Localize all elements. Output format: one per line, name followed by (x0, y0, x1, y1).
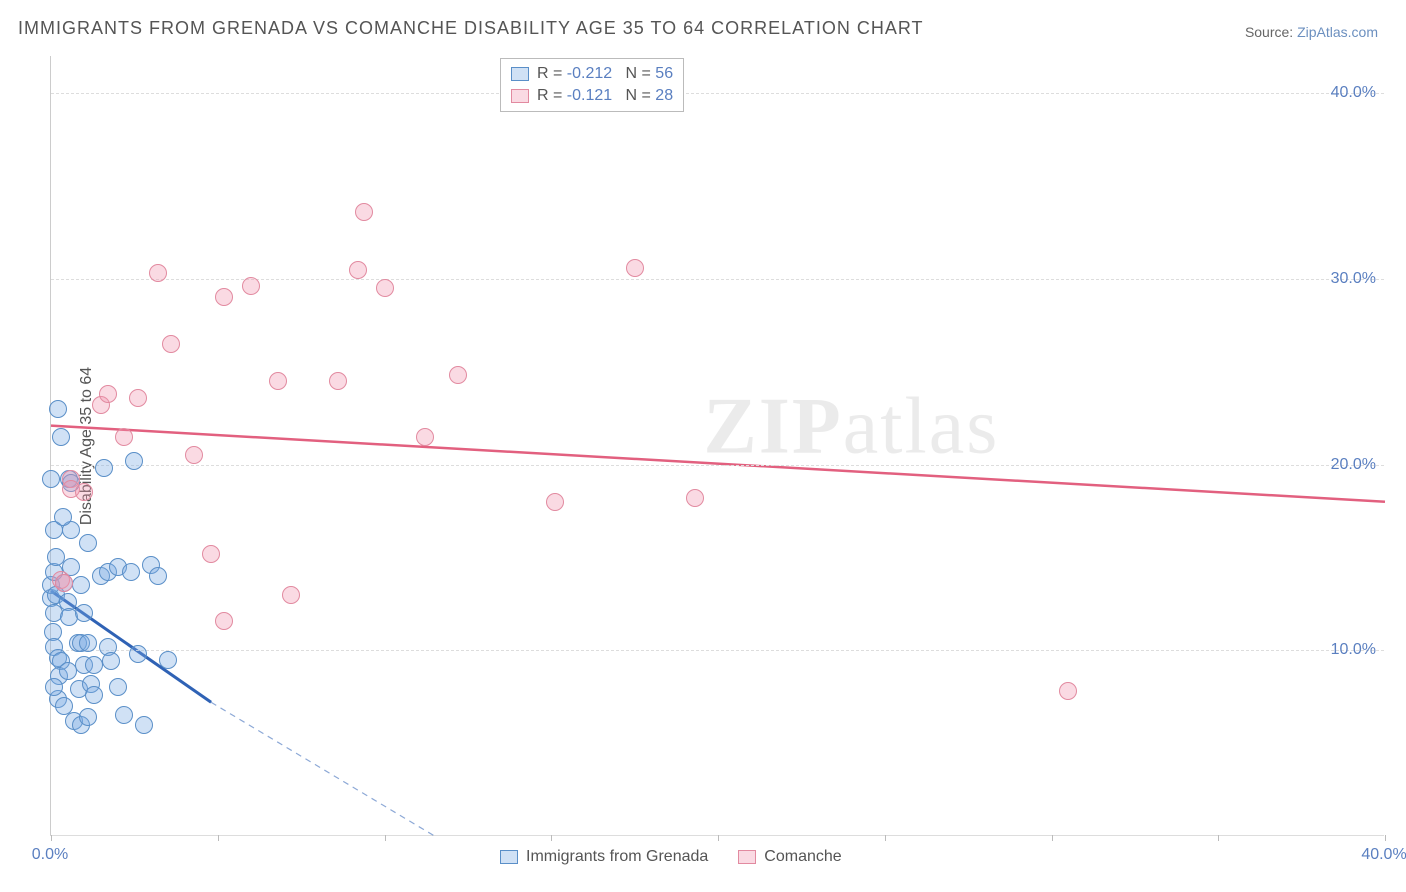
scatter-marker (55, 574, 73, 592)
scatter-marker (85, 656, 103, 674)
scatter-marker (202, 545, 220, 563)
scatter-marker (215, 288, 233, 306)
watermark: ZIPatlas (703, 382, 999, 473)
gridline-horizontal (51, 650, 1384, 651)
y-tick-label: 10.0% (1331, 641, 1376, 659)
scatter-marker (109, 678, 127, 696)
scatter-marker (95, 459, 113, 477)
legend-series-name: Comanche (764, 848, 841, 866)
scatter-marker (626, 259, 644, 277)
scatter-marker (546, 493, 564, 511)
scatter-marker (449, 366, 467, 384)
gridline-horizontal (51, 465, 1384, 466)
scatter-marker (149, 567, 167, 585)
scatter-marker (215, 612, 233, 630)
source-attribution: Source: ZipAtlas.com (1245, 24, 1378, 40)
scatter-marker (282, 586, 300, 604)
scatter-marker (54, 508, 72, 526)
scatter-marker (125, 452, 143, 470)
legend-swatch (511, 89, 529, 103)
scatter-marker (79, 534, 97, 552)
scatter-marker (102, 652, 120, 670)
watermark-light: atlas (843, 383, 1000, 471)
scatter-plot-area: ZIPatlas 10.0% 20.0% 30.0% 40.0% (50, 56, 1384, 836)
scatter-marker (159, 651, 177, 669)
gridline-horizontal (51, 93, 1384, 94)
legend-item: Comanche (738, 848, 841, 866)
legend-row: R = -0.121 N = 28 (511, 85, 673, 107)
scatter-marker (115, 706, 133, 724)
x-tick (551, 835, 552, 841)
scatter-marker (45, 678, 63, 696)
series-legend: Immigrants from Grenada Comanche (500, 848, 842, 866)
regression-line-extension (211, 702, 434, 836)
scatter-marker (416, 428, 434, 446)
source-prefix: Source: (1245, 24, 1297, 40)
scatter-marker (129, 645, 147, 663)
source-link[interactable]: ZipAtlas.com (1297, 24, 1378, 40)
scatter-marker (149, 264, 167, 282)
scatter-marker (49, 400, 67, 418)
x-tick (1385, 835, 1386, 841)
x-tick (51, 835, 52, 841)
x-tick (1052, 835, 1053, 841)
scatter-marker (99, 385, 117, 403)
legend-swatch (738, 850, 756, 864)
scatter-marker (59, 662, 77, 680)
scatter-marker (42, 470, 60, 488)
watermark-bold: ZIP (703, 383, 842, 471)
scatter-marker (79, 708, 97, 726)
legend-stats: R = -0.121 N = 28 (537, 85, 673, 107)
chart-title: IMMIGRANTS FROM GRENADA VS COMANCHE DISA… (18, 18, 924, 39)
x-axis-max-label: 40.0% (1361, 846, 1406, 864)
scatter-marker (349, 261, 367, 279)
scatter-marker (115, 428, 133, 446)
scatter-marker (162, 335, 180, 353)
scatter-marker (686, 489, 704, 507)
scatter-marker (79, 634, 97, 652)
scatter-marker (355, 203, 373, 221)
scatter-marker (85, 686, 103, 704)
x-tick (718, 835, 719, 841)
scatter-marker (129, 389, 147, 407)
correlation-legend: R = -0.212 N = 56R = -0.121 N = 28 (500, 58, 684, 112)
y-tick-label: 30.0% (1331, 270, 1376, 288)
legend-stats: R = -0.212 N = 56 (537, 63, 673, 85)
x-tick (1218, 835, 1219, 841)
legend-swatch (500, 850, 518, 864)
scatter-marker (376, 279, 394, 297)
legend-row: R = -0.212 N = 56 (511, 63, 673, 85)
scatter-marker (75, 604, 93, 622)
legend-swatch (511, 67, 529, 81)
x-tick (385, 835, 386, 841)
y-tick-label: 20.0% (1331, 456, 1376, 474)
scatter-marker (242, 277, 260, 295)
legend-series-name: Immigrants from Grenada (526, 848, 708, 866)
x-axis-min-label: 0.0% (32, 846, 68, 864)
regression-lines-layer (51, 56, 1385, 836)
scatter-marker (269, 372, 287, 390)
scatter-marker (185, 446, 203, 464)
scatter-marker (75, 483, 93, 501)
y-tick-label: 40.0% (1331, 84, 1376, 102)
scatter-marker (72, 576, 90, 594)
x-tick (885, 835, 886, 841)
legend-item: Immigrants from Grenada (500, 848, 708, 866)
scatter-marker (1059, 682, 1077, 700)
scatter-marker (329, 372, 347, 390)
scatter-marker (52, 428, 70, 446)
scatter-marker (135, 716, 153, 734)
x-tick (218, 835, 219, 841)
scatter-marker (122, 563, 140, 581)
